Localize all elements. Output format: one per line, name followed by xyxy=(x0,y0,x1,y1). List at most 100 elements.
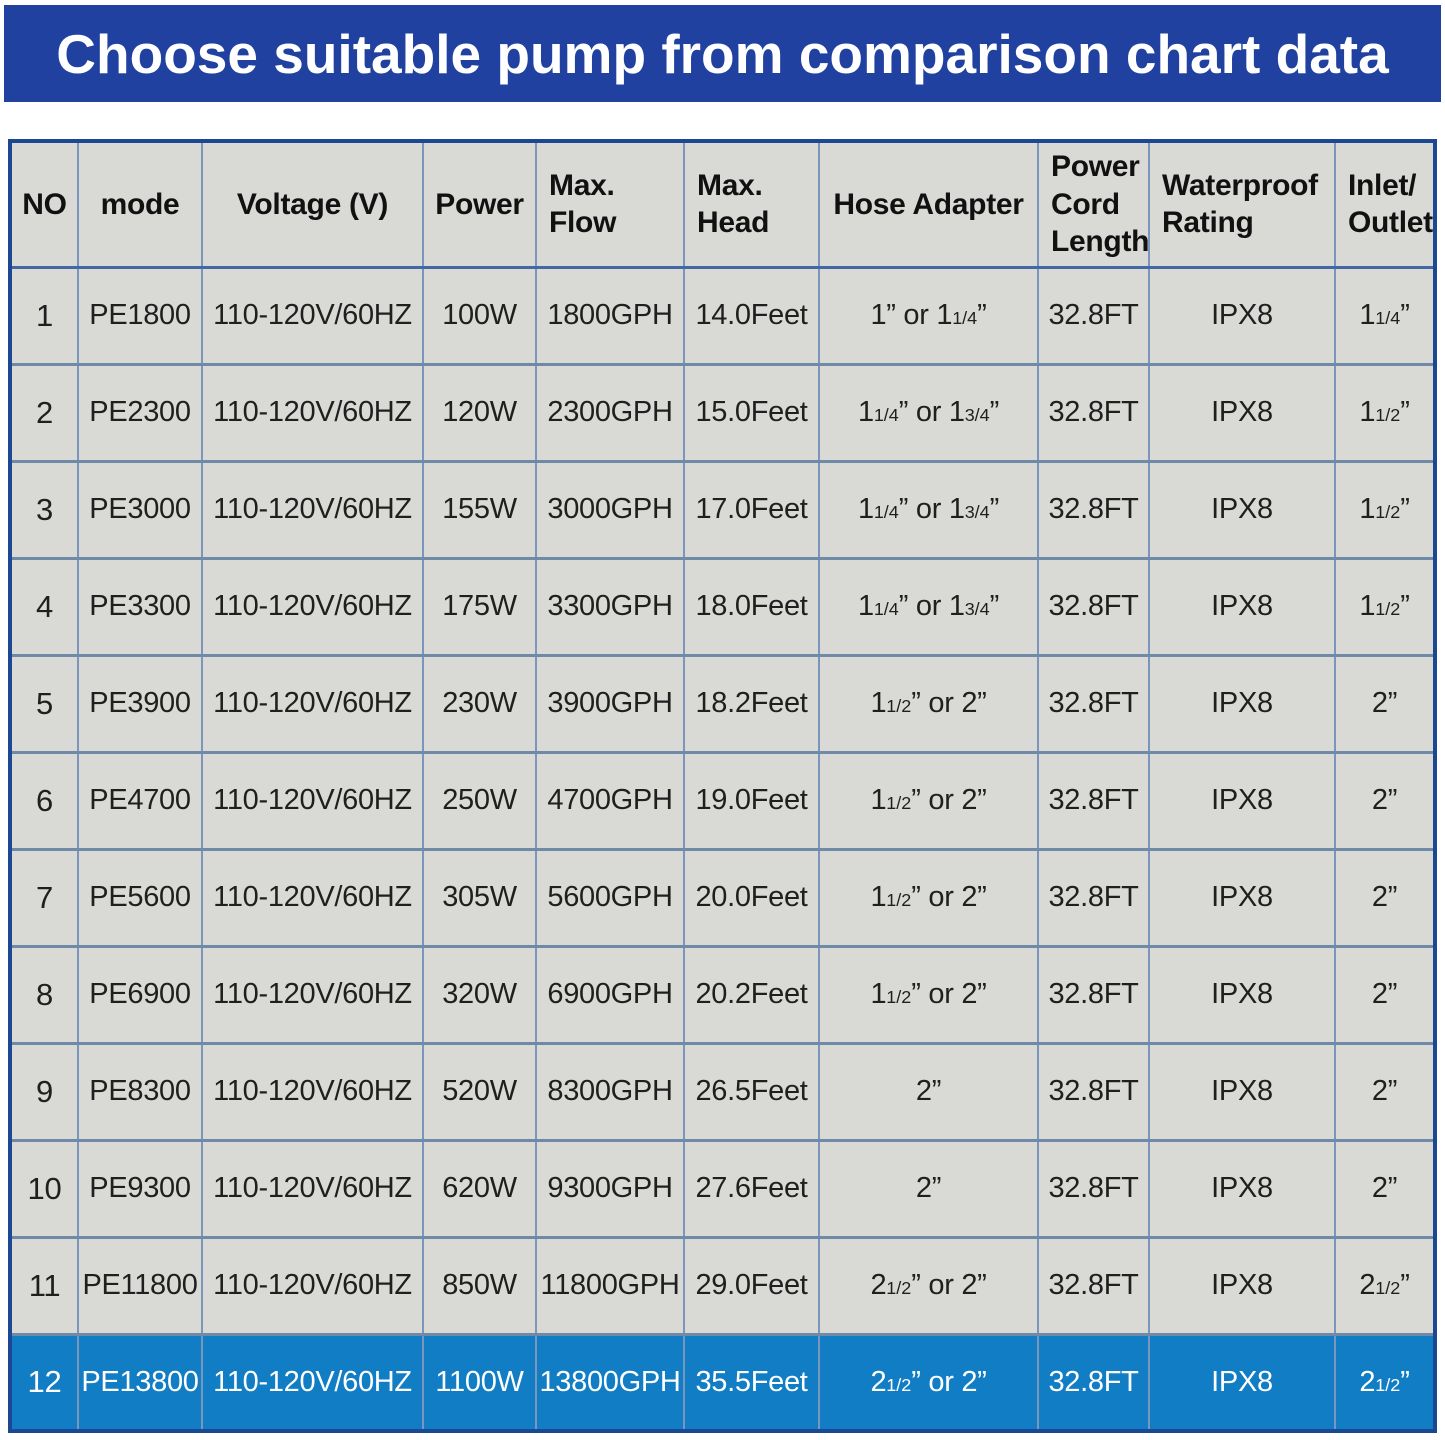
cell-voltage: 110-120V/60HZ xyxy=(201,265,424,365)
cell-mode: PE6900 xyxy=(77,944,203,1044)
cell-max-head: 29.0Feet xyxy=(683,1235,820,1335)
cell-voltage: 110-120V/60HZ xyxy=(201,1041,424,1141)
cell-waterproof-rating: IPX8 xyxy=(1148,459,1336,559)
cell-inlet-outlet: 2” xyxy=(1334,653,1436,753)
table-row: 6 PE4700 110-120V/60HZ 250W 4700GPH 19.0… xyxy=(9,750,1436,850)
table-row: 5 PE3900 110-120V/60HZ 230W 3900GPH 18.2… xyxy=(9,653,1436,753)
table-row: 2 PE2300 110-120V/60HZ 120W 2300GPH 15.0… xyxy=(9,362,1436,462)
cell-no: 11 xyxy=(9,1235,79,1335)
cell-voltage: 110-120V/60HZ xyxy=(201,944,424,1044)
table-row: 4 PE3300 110-120V/60HZ 175W 3300GPH 18.0… xyxy=(9,556,1436,656)
cell-waterproof-rating: IPX8 xyxy=(1148,556,1336,656)
cell-inlet-outlet: 11/2” xyxy=(1334,556,1436,656)
cell-no: 4 xyxy=(9,556,79,656)
cell-power-cord-length: 32.8FT xyxy=(1037,556,1150,656)
cell-waterproof-rating: IPX8 xyxy=(1148,944,1336,1044)
cell-inlet-outlet: 11/2” xyxy=(1334,459,1436,559)
cell-power-cord-length: 32.8FT xyxy=(1037,1332,1150,1432)
cell-hose-adapter: 11/2” or 2” xyxy=(818,653,1039,753)
cell-mode: PE1800 xyxy=(77,265,203,365)
cell-mode: PE8300 xyxy=(77,1041,203,1141)
cell-mode: PE9300 xyxy=(77,1138,203,1238)
cell-mode: PE5600 xyxy=(77,847,203,947)
cell-waterproof-rating: IPX8 xyxy=(1148,653,1336,753)
cell-max-head: 15.0Feet xyxy=(683,362,820,462)
cell-hose-adapter: 1” or 11/4” xyxy=(818,265,1039,365)
pump-comparison-table: NO mode Voltage (V) Power Max. Flow Max.… xyxy=(8,139,1437,1433)
cell-mode: PE4700 xyxy=(77,750,203,850)
cell-hose-adapter: 11/2” or 2” xyxy=(818,944,1039,1044)
cell-no: 10 xyxy=(9,1138,79,1238)
cell-no: 6 xyxy=(9,750,79,850)
cell-max-head: 18.2Feet xyxy=(683,653,820,753)
cell-power: 520W xyxy=(422,1041,537,1141)
cell-inlet-outlet: 2” xyxy=(1334,944,1436,1044)
cell-max-flow: 3000GPH xyxy=(535,459,685,559)
cell-hose-adapter: 21/2” or 2” xyxy=(818,1332,1039,1432)
cell-voltage: 110-120V/60HZ xyxy=(201,653,424,753)
cell-power-cord-length: 32.8FT xyxy=(1037,362,1150,462)
cell-max-flow: 13800GPH xyxy=(535,1332,685,1432)
cell-power: 1100W xyxy=(422,1332,537,1432)
cell-power: 120W xyxy=(422,362,537,462)
cell-inlet-outlet: 21/2” xyxy=(1334,1235,1436,1335)
cell-max-head: 14.0Feet xyxy=(683,265,820,365)
cell-max-head: 27.6Feet xyxy=(683,1138,820,1238)
table-row: 11 PE11800 110-120V/60HZ 850W 11800GPH 2… xyxy=(9,1235,1436,1335)
cell-voltage: 110-120V/60HZ xyxy=(201,362,424,462)
cell-inlet-outlet: 11/4” xyxy=(1334,265,1436,365)
cell-power: 850W xyxy=(422,1235,537,1335)
cell-power-cord-length: 32.8FT xyxy=(1037,653,1150,753)
cell-max-head: 20.2Feet xyxy=(683,944,820,1044)
cell-hose-adapter: 11/4” or 13/4” xyxy=(818,362,1039,462)
cell-mode: PE2300 xyxy=(77,362,203,462)
cell-power-cord-length: 32.8FT xyxy=(1037,944,1150,1044)
cell-power: 230W xyxy=(422,653,537,753)
cell-power-cord-length: 32.8FT xyxy=(1037,265,1150,365)
cell-max-flow: 3300GPH xyxy=(535,556,685,656)
cell-waterproof-rating: IPX8 xyxy=(1148,750,1336,850)
cell-mode: PE3000 xyxy=(77,459,203,559)
cell-power-cord-length: 32.8FT xyxy=(1037,847,1150,947)
cell-no: 8 xyxy=(9,944,79,1044)
title-banner: Choose suitable pump from comparison cha… xyxy=(4,5,1441,102)
cell-waterproof-rating: IPX8 xyxy=(1148,1235,1336,1335)
column-header-voltage: Voltage (V) xyxy=(201,139,424,269)
cell-max-flow: 1800GPH xyxy=(535,265,685,365)
page-title: Choose suitable pump from comparison cha… xyxy=(56,22,1389,85)
cell-voltage: 110-120V/60HZ xyxy=(201,556,424,656)
column-header-power-cord-length: Power Cord Length xyxy=(1037,139,1150,269)
table-row: 12 PE13800 110-120V/60HZ 1100W 13800GPH … xyxy=(9,1332,1436,1432)
cell-max-flow: 8300GPH xyxy=(535,1041,685,1141)
cell-waterproof-rating: IPX8 xyxy=(1148,1041,1336,1141)
column-header-hose-adapter: Hose Adapter xyxy=(818,139,1039,269)
cell-waterproof-rating: IPX8 xyxy=(1148,362,1336,462)
cell-inlet-outlet: 2” xyxy=(1334,847,1436,947)
cell-voltage: 110-120V/60HZ xyxy=(201,1235,424,1335)
table-row: 9 PE8300 110-120V/60HZ 520W 8300GPH 26.5… xyxy=(9,1041,1436,1141)
cell-hose-adapter: 2” xyxy=(818,1138,1039,1238)
column-header-mode: mode xyxy=(77,139,203,269)
cell-hose-adapter: 11/4” or 13/4” xyxy=(818,459,1039,559)
cell-no: 9 xyxy=(9,1041,79,1141)
cell-max-flow: 11800GPH xyxy=(535,1235,685,1335)
cell-no: 12 xyxy=(9,1332,79,1432)
header-row: NO mode Voltage (V) Power Max. Flow Max.… xyxy=(9,139,1436,269)
cell-mode: PE13800 xyxy=(77,1332,203,1432)
cell-no: 5 xyxy=(9,653,79,753)
table-row: 10 PE9300 110-120V/60HZ 620W 9300GPH 27.… xyxy=(9,1138,1436,1238)
cell-inlet-outlet: 2” xyxy=(1334,1041,1436,1141)
cell-max-flow: 3900GPH xyxy=(535,653,685,753)
cell-hose-adapter: 11/4” or 13/4” xyxy=(818,556,1039,656)
cell-hose-adapter: 11/2” or 2” xyxy=(818,847,1039,947)
cell-inlet-outlet: 11/2” xyxy=(1334,362,1436,462)
cell-power-cord-length: 32.8FT xyxy=(1037,459,1150,559)
cell-inlet-outlet: 2” xyxy=(1334,1138,1436,1238)
cell-no: 3 xyxy=(9,459,79,559)
cell-mode: PE3300 xyxy=(77,556,203,656)
cell-max-flow: 4700GPH xyxy=(535,750,685,850)
cell-waterproof-rating: IPX8 xyxy=(1148,847,1336,947)
cell-hose-adapter: 2” xyxy=(818,1041,1039,1141)
table-body: 1 PE1800 110-120V/60HZ 100W 1800GPH 14.0… xyxy=(9,265,1436,1432)
